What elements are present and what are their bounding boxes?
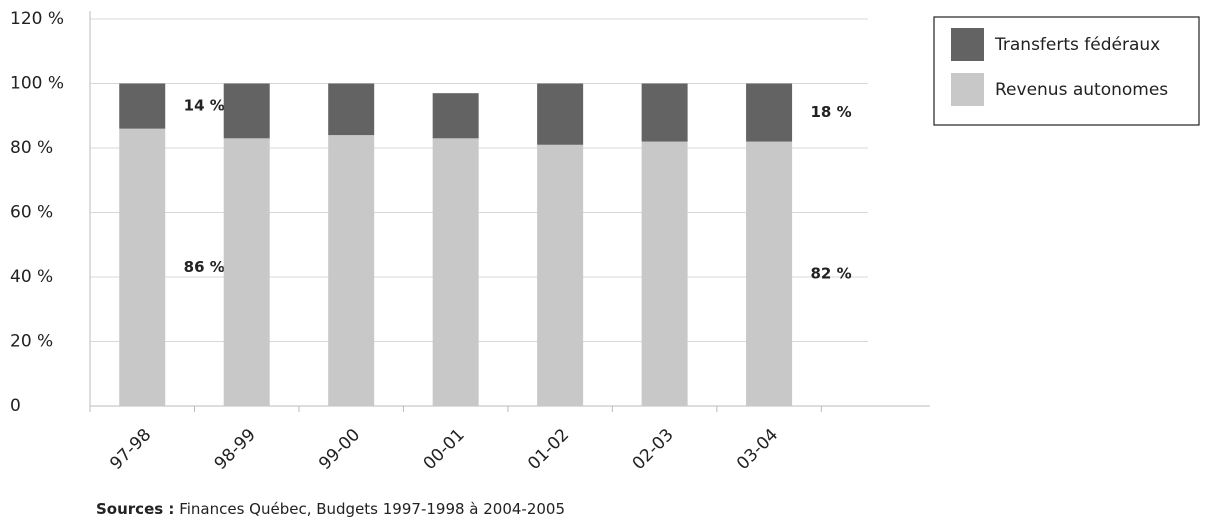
source-label: Sources :: [96, 500, 174, 518]
legend-box: [933, 16, 1200, 126]
legend-swatch: [951, 28, 984, 61]
x-tick-label: 03-04: [733, 425, 782, 474]
source-text: Finances Québec, Budgets 1997-1998 à 200…: [179, 500, 565, 518]
bar-segment: [432, 93, 479, 139]
y-tick-label: 0: [10, 396, 21, 416]
bar-segment: [328, 135, 375, 406]
x-tick-label: 98-99: [211, 425, 260, 474]
x-tick-label: 01-02: [524, 425, 573, 474]
x-tick-label: 00-01: [420, 425, 469, 474]
x-tick-label: 02-03: [629, 425, 678, 474]
bar-segment: [223, 83, 270, 139]
bar-segment: [537, 83, 584, 145]
bar-segment: [223, 138, 270, 406]
bar-segment: [641, 141, 688, 407]
x-tick-label: 99-00: [315, 425, 364, 474]
bar-segment: [119, 83, 166, 129]
y-tick-label: 20 %: [10, 332, 53, 352]
y-tick-label: 120 %: [10, 9, 64, 29]
bar-segment: [119, 128, 166, 406]
y-tick-label: 80 %: [10, 138, 53, 158]
bar-segment: [537, 144, 584, 406]
legend-label: Transferts fédéraux: [994, 35, 1160, 55]
bar-segment: [746, 83, 793, 142]
bar-segment: [746, 141, 793, 407]
value-label: 86 %: [184, 258, 225, 276]
y-tick-label: 100 %: [10, 74, 64, 94]
value-label: 82 %: [811, 264, 852, 282]
bar-segment: [328, 83, 375, 136]
bar-segment: [641, 83, 688, 142]
source: Sources : Finances Québec, Budgets 1997-…: [96, 500, 565, 518]
x-tick-label: 97-98: [106, 425, 155, 474]
y-tick-label: 60 %: [10, 203, 53, 223]
y-tick-label: 40 %: [10, 267, 53, 287]
value-label: 18 %: [811, 103, 852, 121]
legend-label: Revenus autonomes: [995, 80, 1168, 100]
value-label: 14 %: [184, 97, 225, 115]
bar-segment: [432, 138, 479, 406]
legend-swatch: [951, 73, 984, 106]
